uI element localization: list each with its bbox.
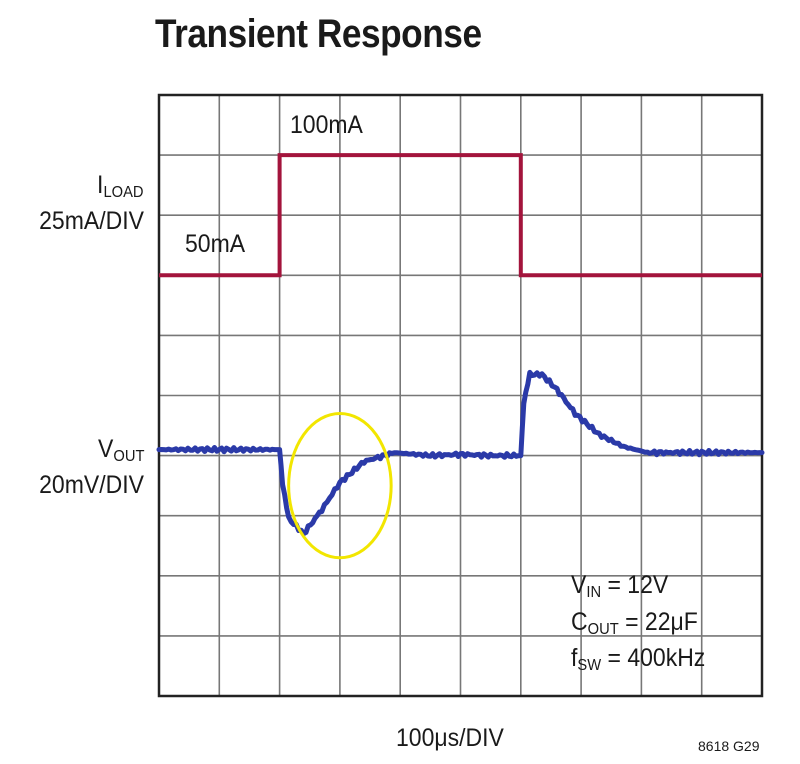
iload-channel-label: ILOAD <box>97 171 144 201</box>
x-axis-label: 100μs/DIV <box>396 724 504 752</box>
iload-low-annotation: 50mA <box>185 230 246 258</box>
chart-title: Transient Response <box>155 12 482 56</box>
vout-channel-label: VOUT <box>97 435 144 465</box>
plot-frame <box>157 93 764 698</box>
condition-fsw: fSW = 400kHz <box>571 644 706 674</box>
iload-trace <box>159 153 762 278</box>
vout-trace <box>156 369 765 537</box>
iload-scale-label: 25mA/DIV <box>39 207 144 235</box>
condition-cout: COUT = 22μF <box>571 608 698 638</box>
vout-scale-label: 20mV/DIV <box>39 471 144 499</box>
figure-id: 8618 G29 <box>698 738 760 754</box>
condition-vin: VIN = 12V <box>571 571 669 601</box>
highlight-ellipse <box>287 412 393 560</box>
iload-high-annotation: 100mA <box>290 111 363 139</box>
